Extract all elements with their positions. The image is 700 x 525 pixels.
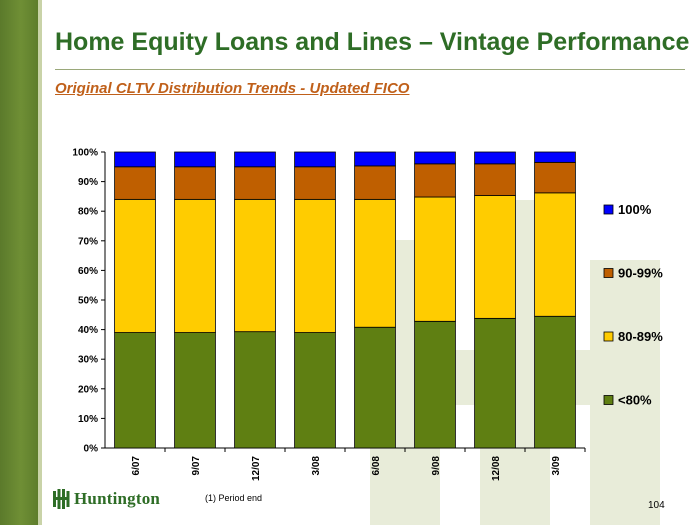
bar-segment	[234, 151, 276, 168]
bar-segment	[294, 166, 336, 200]
y-tick-label: 80%	[78, 207, 98, 218]
brand-logo: Huntington	[52, 488, 160, 510]
legend-swatch	[603, 331, 614, 342]
bar-segment	[474, 195, 516, 319]
x-tick-label: 9/07	[191, 456, 202, 476]
bar-segment	[294, 151, 336, 168]
bar-segment	[234, 166, 276, 200]
y-tick-label: 20%	[78, 384, 98, 395]
x-tick-label: 6/08	[371, 456, 382, 476]
y-tick-label: 70%	[78, 236, 98, 247]
bar-segment	[234, 331, 276, 449]
legend-label: 100%	[618, 202, 652, 217]
bar-segment	[354, 165, 396, 200]
bar-segment	[174, 198, 216, 333]
bar-segment	[474, 151, 516, 165]
legend-swatch	[603, 204, 614, 215]
bar-segment	[174, 166, 216, 200]
x-tick-label: 3/08	[311, 456, 322, 476]
huntington-mark-icon	[53, 489, 70, 509]
bar-segment	[294, 332, 336, 449]
bar-segment	[414, 196, 456, 322]
title-divider	[55, 69, 685, 70]
page-subtitle: Original CLTV Distribution Trends - Upda…	[55, 80, 410, 97]
bar-segment	[414, 320, 456, 449]
legend-label: 80-89%	[618, 329, 663, 344]
page-number: 104	[648, 500, 665, 511]
y-tick-label: 50%	[78, 296, 98, 307]
legend-swatch	[603, 268, 614, 278]
y-tick-label: 100%	[72, 148, 98, 159]
legend-label: 90-99%	[618, 266, 663, 281]
y-tick-label: 10%	[78, 414, 98, 425]
bar-segment	[474, 317, 516, 449]
side-decoration-band	[0, 0, 42, 525]
y-tick-label: 60%	[78, 266, 98, 277]
bar-segment	[354, 198, 396, 328]
bar-segment	[534, 161, 576, 194]
bar-segment	[114, 198, 156, 333]
y-tick-label: 30%	[78, 355, 98, 366]
bar-segment	[414, 163, 456, 198]
legend-label: <80%	[618, 393, 652, 408]
bar-segment	[534, 192, 576, 317]
bar-segment	[114, 151, 156, 168]
y-tick-label: 90%	[78, 177, 98, 188]
x-tick-label: 6/07	[131, 456, 142, 476]
bar-segment	[534, 315, 576, 449]
bar-segment	[534, 151, 576, 163]
footnote: (1) Period end	[205, 493, 263, 503]
legend-swatch	[603, 395, 614, 405]
x-tick-label: 9/08	[431, 456, 442, 476]
bar-segment	[114, 332, 156, 449]
brand-name: Huntington	[74, 489, 161, 508]
bar-segment	[414, 151, 456, 165]
x-tick-label: 12/08	[491, 456, 502, 481]
bar-segment	[174, 332, 216, 449]
bar-segment	[474, 163, 516, 196]
bar-segment	[114, 166, 156, 200]
bar-segment	[294, 198, 336, 333]
bar-segment	[354, 326, 396, 449]
bar-segment	[174, 151, 216, 168]
bar-segment	[234, 198, 276, 333]
x-tick-label: 12/07	[251, 456, 262, 481]
x-tick-label: 3/09	[551, 456, 562, 476]
y-tick-label: 0%	[84, 444, 99, 455]
y-tick-label: 40%	[78, 325, 98, 336]
page-title: Home Equity Loans and Lines – Vintage Pe…	[55, 28, 690, 56]
bar-segment	[354, 151, 396, 167]
